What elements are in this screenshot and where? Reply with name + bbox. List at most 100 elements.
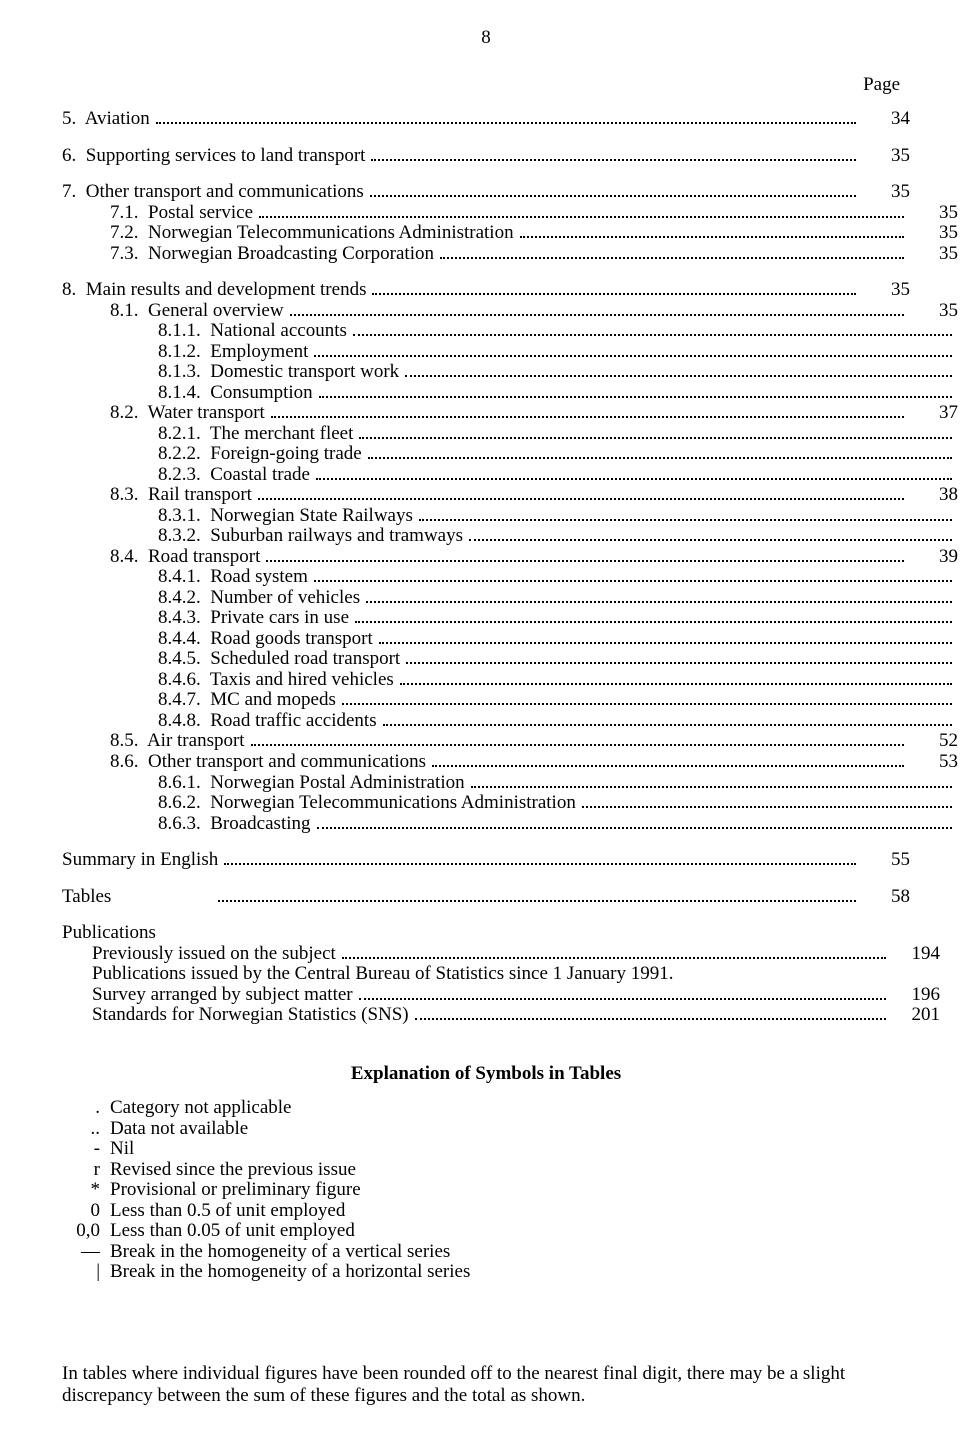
toc-label: 8. Main results and development trends bbox=[62, 280, 366, 301]
toc-page-number: 34 bbox=[862, 109, 910, 130]
toc-leader-dots bbox=[405, 374, 952, 377]
toc-label: 8.2.2. Foreign-going trade bbox=[158, 444, 362, 465]
toc-leader-dots bbox=[355, 620, 952, 623]
toc-page-number: 35 bbox=[862, 146, 910, 167]
toc-leader-dots bbox=[290, 313, 904, 316]
toc-label: 8.4.4. Road goods transport bbox=[158, 629, 373, 650]
toc-label: 8.6.1. Norwegian Postal Administration bbox=[158, 773, 465, 794]
symbol-row: —Break in the homogeneity of a vertical … bbox=[62, 1242, 910, 1263]
toc-label: 8.4.3. Private cars in use bbox=[158, 608, 349, 629]
toc-leader-dots bbox=[359, 997, 886, 1000]
toc-leader-dots bbox=[406, 661, 952, 664]
toc-row: 7.2. Norwegian Telecommunications Admini… bbox=[62, 223, 958, 244]
toc-leader-dots bbox=[520, 235, 904, 238]
symbol-mark: 0 bbox=[62, 1201, 110, 1222]
toc-leader-dots bbox=[383, 723, 952, 726]
toc-leader-dots bbox=[224, 862, 856, 865]
toc-row: 8.6.3. Broadcasting54 bbox=[62, 814, 960, 835]
toc-page-number: 35 bbox=[910, 244, 958, 265]
toc-page-number: 35 bbox=[910, 203, 958, 224]
toc-row: 8.1.3. Domestic transport work36 bbox=[62, 362, 960, 383]
symbol-mark: - bbox=[62, 1139, 110, 1160]
toc-page-number: 55 bbox=[862, 850, 910, 871]
toc-label: 8.2.1. The merchant fleet bbox=[158, 424, 353, 445]
toc-page-number: 58 bbox=[862, 887, 910, 908]
symbol-mark: | bbox=[62, 1262, 110, 1283]
toc-leader-dots bbox=[342, 702, 952, 705]
toc-row: 8.5. Air transport52 bbox=[62, 731, 958, 752]
toc-page-number: 37 bbox=[910, 403, 958, 424]
toc-page-number: 201 bbox=[892, 1005, 940, 1026]
symbol-mark: * bbox=[62, 1180, 110, 1201]
toc-page-number: 35 bbox=[910, 223, 958, 244]
toc-page-number: 35 bbox=[910, 301, 958, 322]
toc-label: 8.6.3. Broadcasting bbox=[158, 814, 311, 835]
toc-leader-dots bbox=[353, 333, 952, 336]
table-of-contents: 5. Aviation346. Supporting services to l… bbox=[62, 109, 910, 1026]
toc-leader-dots bbox=[415, 1017, 886, 1020]
toc-label: 8.1.4. Consumption bbox=[158, 383, 313, 404]
toc-leader-dots bbox=[271, 415, 904, 418]
page-number: 8 bbox=[62, 28, 910, 49]
symbol-description: Less than 0.05 of unit employed bbox=[110, 1221, 355, 1242]
toc-page-number: 35 bbox=[862, 182, 910, 203]
toc-row: Summary in English55 bbox=[62, 850, 910, 871]
toc-leader-dots bbox=[258, 497, 904, 500]
toc-label: 8.6. Other transport and communications bbox=[110, 752, 426, 773]
toc-leader-dots bbox=[317, 826, 952, 829]
toc-row: 8.3.2. Suburban railways and tramways39 bbox=[62, 526, 960, 547]
toc-row: 8.3.1. Norwegian State Railways38 bbox=[62, 506, 960, 527]
toc-row: 8.2.2. Foreign-going trade37 bbox=[62, 444, 960, 465]
toc-label: 8.3.1. Norwegian State Railways bbox=[158, 506, 413, 527]
toc-row: 8.4.4. Road goods transport45 bbox=[62, 629, 960, 650]
symbol-row: 0Less than 0.5 of unit employed bbox=[62, 1201, 910, 1222]
toc-leader-dots bbox=[314, 579, 952, 582]
symbol-mark: r bbox=[62, 1160, 110, 1181]
toc-row: 8.4.2. Number of vehicles40 bbox=[62, 588, 960, 609]
toc-label: 8.1.3. Domestic transport work bbox=[158, 362, 399, 383]
toc-leader-dots bbox=[400, 682, 952, 685]
toc-label: 8.5. Air transport bbox=[110, 731, 245, 752]
symbol-row: rRevised since the previous issue bbox=[62, 1160, 910, 1181]
toc-leader-dots bbox=[314, 354, 952, 357]
toc-row: 8.4. Road transport39 bbox=[62, 547, 958, 568]
toc-label: 8.1.2. Employment bbox=[158, 342, 308, 363]
toc-leader-dots bbox=[316, 477, 952, 480]
toc-row: 8.2.3. Coastal trade38 bbox=[62, 465, 960, 486]
toc-leader-dots bbox=[582, 805, 952, 808]
toc-leader-dots bbox=[469, 538, 952, 541]
toc-row: 8.1.4. Consumption36 bbox=[62, 383, 960, 404]
symbol-mark: — bbox=[62, 1242, 110, 1263]
symbol-row: ..Data not available bbox=[62, 1119, 910, 1140]
toc-label: Tables bbox=[62, 887, 212, 908]
symbol-row: .Category not applicable bbox=[62, 1098, 910, 1119]
toc-row: Standards for Norwegian Statistics (SNS)… bbox=[62, 1005, 940, 1026]
toc-leader-dots bbox=[372, 292, 856, 295]
toc-page-number: 39 bbox=[910, 547, 958, 568]
toc-label: 8.4.6. Taxis and hired vehicles bbox=[158, 670, 394, 691]
toc-leader-dots bbox=[266, 559, 904, 562]
toc-label: 7.2. Norwegian Telecommunications Admini… bbox=[110, 223, 514, 244]
toc-row: 8.2.1. The merchant fleet37 bbox=[62, 424, 960, 445]
toc-page-number: 194 bbox=[892, 944, 940, 965]
toc-leader-dots bbox=[419, 518, 952, 521]
toc-row: Publications issued by the Central Burea… bbox=[62, 964, 940, 985]
toc-page-number: 35 bbox=[862, 280, 910, 301]
toc-label: 8.4.1. Road system bbox=[158, 567, 308, 588]
toc-row: 8.3. Rail transport38 bbox=[62, 485, 958, 506]
toc-label: Publications bbox=[62, 923, 156, 944]
toc-label: 8.1. General overview bbox=[110, 301, 284, 322]
toc-label: 7.3. Norwegian Broadcasting Corporation bbox=[110, 244, 434, 265]
toc-leader-dots bbox=[432, 764, 904, 767]
toc-label: 7. Other transport and communications bbox=[62, 182, 364, 203]
toc-row: 8.1.2. Employment36 bbox=[62, 342, 960, 363]
toc-leader-dots bbox=[156, 121, 856, 124]
toc-label: 8.2.3. Coastal trade bbox=[158, 465, 310, 486]
symbols-table: .Category not applicable..Data not avail… bbox=[62, 1098, 910, 1283]
toc-leader-dots bbox=[359, 436, 952, 439]
toc-leader-dots bbox=[342, 956, 886, 959]
symbol-description: Data not available bbox=[110, 1119, 248, 1140]
toc-label: 8.6.2. Norwegian Telecommunications Admi… bbox=[158, 793, 576, 814]
toc-row: Publications bbox=[62, 923, 910, 944]
toc-row: 8.4.3. Private cars in use42 bbox=[62, 608, 960, 629]
